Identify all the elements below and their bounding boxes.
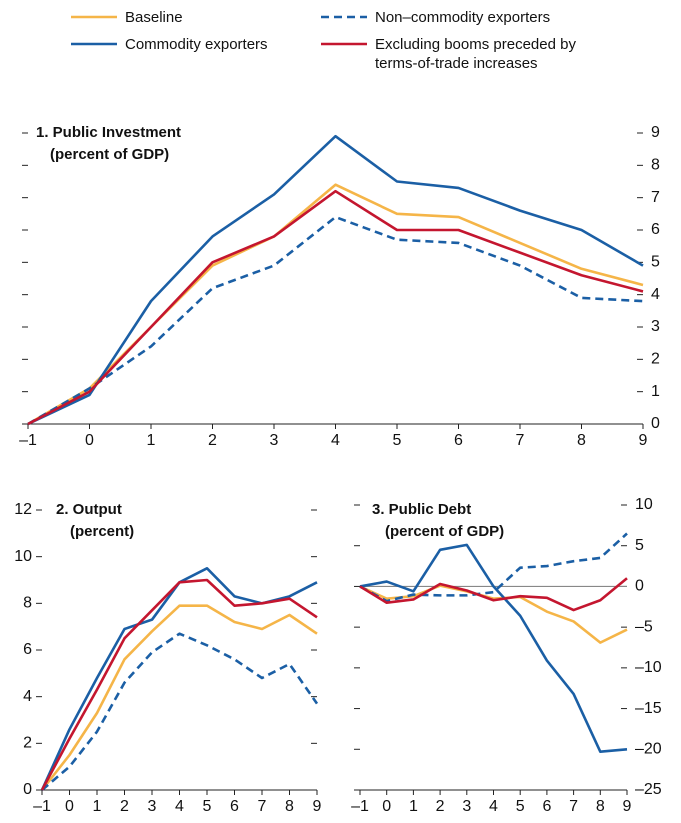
y-tick-label: 10 xyxy=(14,548,32,565)
chart-title: 1. Public Investment xyxy=(36,124,181,141)
y-tick-label: 10 xyxy=(635,496,653,513)
series-line xyxy=(359,532,628,603)
x-tick-label: 6 xyxy=(454,432,463,449)
x-tick-label: 8 xyxy=(596,798,605,815)
chart-title: 2. Output xyxy=(56,501,122,518)
x-tick-label: 4 xyxy=(331,432,340,449)
series-line xyxy=(359,543,628,754)
y-tick-label: 2 xyxy=(23,735,32,752)
x-tick-label: 6 xyxy=(542,798,551,815)
x-tick-label: 6 xyxy=(230,798,239,815)
series-line xyxy=(359,577,628,612)
legend-entry: Baseline xyxy=(71,8,311,27)
legend-entry: Commodity exporters xyxy=(71,35,311,54)
x-tick-label: 2 xyxy=(208,432,217,449)
y-tick-label: 2 xyxy=(651,351,660,368)
legend-swatch xyxy=(321,15,367,19)
y-tick-label: 3 xyxy=(651,318,660,335)
x-tick-label: 7 xyxy=(569,798,578,815)
x-tick-label: 1 xyxy=(93,798,102,815)
y-tick-label: –25 xyxy=(635,781,662,798)
x-tick-label: 7 xyxy=(516,432,525,449)
x-tick-label: 1 xyxy=(147,432,156,449)
x-tick-label: 0 xyxy=(65,798,74,815)
series-line xyxy=(27,134,644,426)
x-tick-label: 5 xyxy=(393,432,402,449)
chart-title: 3. Public Debt xyxy=(372,501,471,518)
legend-label: Excluding booms preceded by terms-of-tra… xyxy=(375,36,576,72)
x-tick-label: 3 xyxy=(270,432,279,449)
x-tick-label: 9 xyxy=(313,798,322,815)
legend-entry: Excluding booms preceded by terms-of-tra… xyxy=(321,35,581,73)
chart-subtitle: (percent of GDP) xyxy=(50,146,169,163)
chart-subtitle: (percent) xyxy=(70,523,134,540)
series-line xyxy=(41,632,319,791)
y-tick-label: 9 xyxy=(651,124,660,141)
y-tick-label: 12 xyxy=(14,501,32,518)
y-tick-label: –15 xyxy=(635,700,662,717)
y-tick-label: 6 xyxy=(23,641,32,658)
legend-label: Baseline xyxy=(125,9,183,26)
x-tick-label: –1 xyxy=(19,432,37,449)
series-line xyxy=(27,215,644,426)
y-tick-label: 0 xyxy=(23,781,32,798)
y-tick-label: –20 xyxy=(635,741,662,758)
legend-label: Commodity exporters xyxy=(125,36,268,53)
x-tick-label: 5 xyxy=(203,798,212,815)
legend-swatch xyxy=(71,42,117,46)
y-tick-label: 6 xyxy=(651,221,660,238)
x-tick-label: 9 xyxy=(639,432,648,449)
x-tick-label: 4 xyxy=(175,798,184,815)
y-tick-label: 8 xyxy=(651,157,660,174)
x-tick-label: 3 xyxy=(148,798,157,815)
x-tick-label: 8 xyxy=(285,798,294,815)
series-line xyxy=(27,189,644,426)
series-line xyxy=(40,578,318,791)
y-tick-label: –10 xyxy=(635,659,662,676)
x-tick-label: 7 xyxy=(258,798,267,815)
series-line xyxy=(40,604,318,791)
y-tick-label: 0 xyxy=(651,415,660,432)
x-tick-label: 9 xyxy=(623,798,632,815)
legend-label: Non–commodity exporters xyxy=(375,9,551,26)
y-tick-label: 5 xyxy=(635,537,644,554)
y-tick-label: 8 xyxy=(23,595,32,612)
x-tick-label: –1 xyxy=(351,798,369,815)
x-tick-label: 0 xyxy=(85,432,94,449)
legend-swatch xyxy=(71,15,117,19)
series-line xyxy=(359,584,628,644)
x-tick-label: 1 xyxy=(409,798,418,815)
y-tick-label: 7 xyxy=(651,189,660,206)
x-tick-label: 8 xyxy=(577,432,586,449)
x-tick-label: 5 xyxy=(516,798,525,815)
x-tick-label: 3 xyxy=(462,798,471,815)
y-tick-label: 4 xyxy=(651,286,660,303)
legend-entry: Non–commodity exporters xyxy=(321,8,561,27)
x-tick-label: 2 xyxy=(436,798,445,815)
x-tick-label: –1 xyxy=(33,798,51,815)
y-tick-label: 0 xyxy=(635,578,644,595)
y-tick-label: 4 xyxy=(23,688,32,705)
x-tick-label: 2 xyxy=(120,798,129,815)
legend-swatch xyxy=(321,42,367,46)
y-tick-label: 1 xyxy=(651,383,660,400)
y-tick-label: –5 xyxy=(635,618,653,635)
legend: Baseline Commodity exporters Non–commodity… xyxy=(0,0,681,90)
chart-subtitle: (percent of GDP) xyxy=(385,523,504,540)
y-tick-label: 5 xyxy=(651,254,660,271)
x-tick-label: 0 xyxy=(382,798,391,815)
x-tick-label: 4 xyxy=(489,798,498,815)
